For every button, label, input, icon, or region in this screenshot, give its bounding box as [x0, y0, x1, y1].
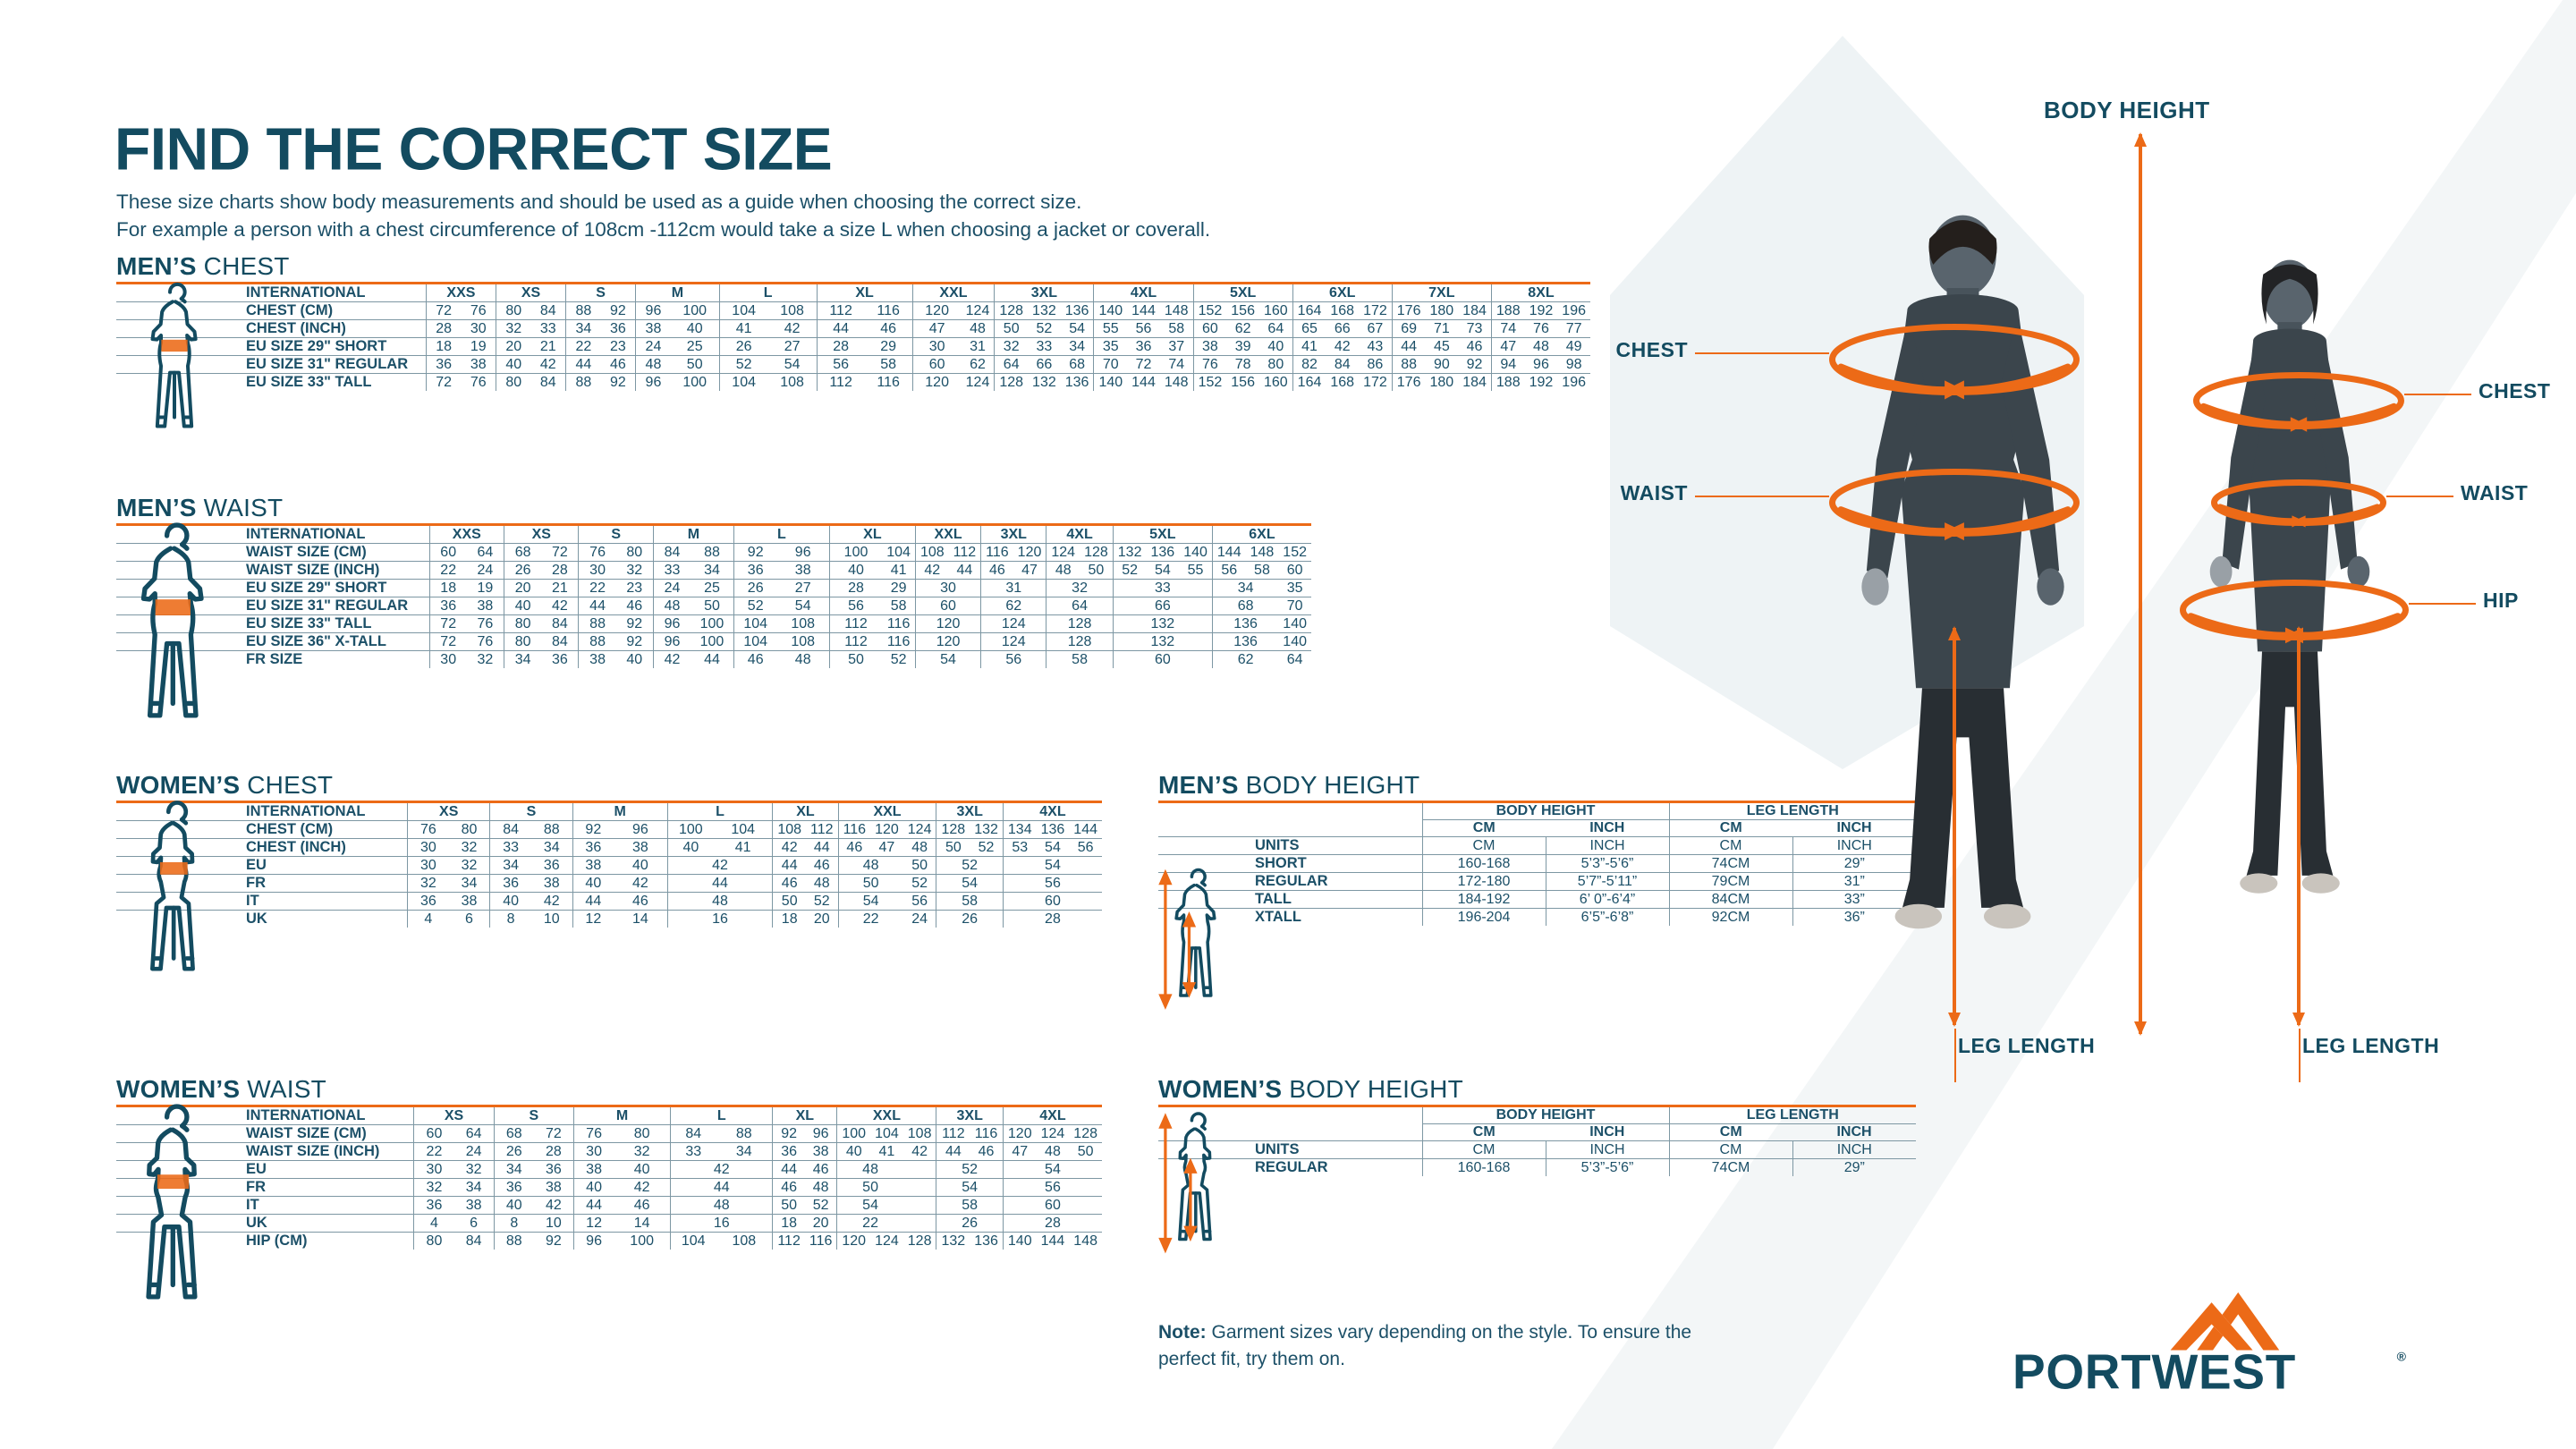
- svg-text:PORTWEST: PORTWEST: [2012, 1344, 2296, 1400]
- svg-text:®: ®: [2397, 1349, 2407, 1363]
